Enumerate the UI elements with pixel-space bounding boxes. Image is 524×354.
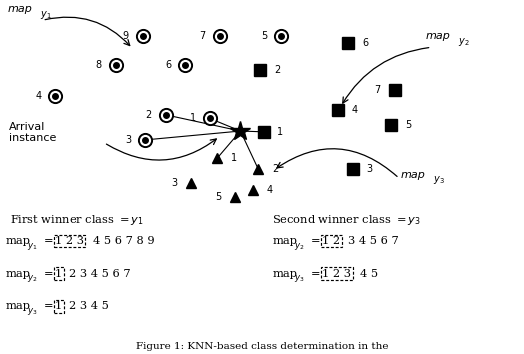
Text: Second winner class $= y_3$: Second winner class $= y_3$ bbox=[272, 213, 421, 227]
Text: map: map bbox=[272, 236, 298, 246]
Text: map: map bbox=[5, 236, 30, 246]
Text: $y_{1}$: $y_{1}$ bbox=[27, 241, 38, 252]
Text: =: = bbox=[311, 236, 320, 246]
Text: 3: 3 bbox=[171, 178, 177, 188]
Text: 9: 9 bbox=[123, 32, 129, 41]
Text: 4: 4 bbox=[36, 91, 41, 101]
Text: 2: 2 bbox=[272, 164, 278, 174]
Text: Figure 1: KNN-based class determination in the: Figure 1: KNN-based class determination … bbox=[136, 342, 388, 351]
Text: 2 3 4 5 6 7: 2 3 4 5 6 7 bbox=[69, 269, 130, 279]
Text: =: = bbox=[43, 236, 53, 246]
Text: 1: 1 bbox=[55, 301, 62, 312]
Text: $y_1$: $y_1$ bbox=[40, 9, 52, 21]
Text: map: map bbox=[8, 5, 32, 15]
Text: map: map bbox=[425, 32, 450, 41]
Text: 5: 5 bbox=[261, 32, 267, 41]
Text: 7: 7 bbox=[375, 85, 380, 95]
Text: 2: 2 bbox=[275, 65, 280, 75]
Text: 2: 2 bbox=[146, 110, 152, 120]
Text: 3 4 5 6 7: 3 4 5 6 7 bbox=[348, 236, 399, 246]
Text: map: map bbox=[5, 269, 30, 279]
Text: map: map bbox=[401, 170, 425, 180]
Text: 1 2 3: 1 2 3 bbox=[322, 269, 351, 279]
Text: 1 2 3: 1 2 3 bbox=[55, 236, 84, 246]
Text: 3: 3 bbox=[367, 164, 373, 174]
Text: 6: 6 bbox=[362, 38, 368, 48]
Text: $y_{2}$: $y_{2}$ bbox=[294, 241, 305, 252]
Text: 1 2: 1 2 bbox=[322, 236, 341, 246]
Text: 4: 4 bbox=[267, 185, 273, 195]
Text: 7: 7 bbox=[200, 32, 206, 41]
Text: $y_{3}$: $y_{3}$ bbox=[27, 306, 38, 317]
Text: 8: 8 bbox=[95, 60, 102, 70]
Text: =: = bbox=[311, 269, 320, 279]
Text: 4: 4 bbox=[352, 105, 357, 115]
Text: 1: 1 bbox=[277, 127, 283, 137]
Text: 4 5: 4 5 bbox=[361, 269, 378, 279]
Text: 5: 5 bbox=[215, 192, 221, 202]
Text: 2 3 4 5: 2 3 4 5 bbox=[69, 301, 109, 312]
Text: $y_{3}$: $y_{3}$ bbox=[294, 273, 305, 284]
Text: 6: 6 bbox=[165, 60, 171, 70]
Text: 1: 1 bbox=[231, 153, 237, 163]
Text: map: map bbox=[5, 301, 30, 312]
Text: $y_3$: $y_3$ bbox=[433, 175, 445, 187]
Text: =: = bbox=[43, 269, 53, 279]
Text: 1: 1 bbox=[190, 113, 196, 123]
Text: 5: 5 bbox=[406, 120, 411, 130]
Text: $y_2$: $y_2$ bbox=[458, 36, 470, 48]
Text: 4 5 6 7 8 9: 4 5 6 7 8 9 bbox=[93, 236, 155, 246]
Text: Arrival: Arrival bbox=[9, 122, 46, 132]
Text: instance: instance bbox=[9, 133, 57, 143]
Text: First winner class $= y_1$: First winner class $= y_1$ bbox=[10, 213, 144, 227]
Text: 1: 1 bbox=[55, 269, 62, 279]
Text: $y_{2}$: $y_{2}$ bbox=[27, 273, 38, 284]
Text: 3: 3 bbox=[125, 135, 131, 145]
Text: =: = bbox=[43, 301, 53, 312]
Text: map: map bbox=[272, 269, 298, 279]
